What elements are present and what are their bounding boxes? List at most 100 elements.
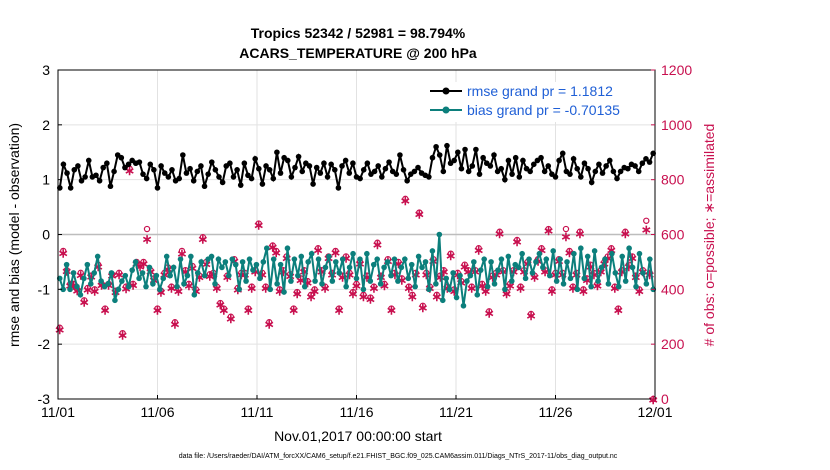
rmse-point	[400, 166, 407, 173]
rmse-point	[603, 163, 609, 169]
obs-possible-point	[80, 297, 88, 304]
obs-assimilated-point: ∗	[267, 240, 278, 255]
rmse-point	[411, 168, 418, 175]
bias-point	[446, 286, 453, 293]
rmse-point	[342, 157, 349, 164]
bias-point	[450, 270, 456, 276]
bias-point	[533, 259, 539, 265]
bias-point	[274, 281, 280, 287]
bias-point	[460, 302, 467, 309]
rmse-point	[321, 160, 327, 167]
x-tick-label: 11/11	[241, 404, 274, 420]
obs-possible-point	[311, 286, 318, 293]
bias-point	[81, 275, 87, 282]
rmse-point	[71, 166, 78, 173]
obs-assimilated-point: ∗	[585, 259, 596, 274]
rmse-point	[585, 165, 591, 172]
obs-assimilated-point: ∗	[606, 242, 617, 257]
obs-assimilated-point: ∗	[302, 275, 313, 290]
bias-point	[119, 278, 125, 284]
x-tick-label: 11/01	[41, 404, 75, 420]
obs-possible-point	[245, 305, 252, 312]
bias-point	[540, 264, 546, 271]
y-left-tick-label: -1	[38, 281, 51, 297]
bias-point	[122, 272, 129, 279]
obs-assimilated-point: ∗	[540, 264, 551, 279]
legend-bias-label: bias grand pr = -0.70135	[467, 102, 620, 118]
y-right-tick-label: 1000	[661, 117, 692, 133]
obs-assimilated-point: ∗	[316, 264, 327, 279]
obs-assimilated-point: ∗	[295, 272, 306, 287]
obs-possible-point	[636, 286, 643, 293]
obs-possible-point	[84, 284, 91, 292]
bias-point	[484, 283, 491, 290]
obs-assimilated-point: ∗	[630, 270, 641, 285]
bias-point	[63, 261, 70, 268]
bias-point	[267, 286, 274, 293]
obs-assimilated-point: ∗	[592, 278, 603, 293]
bias-point	[426, 286, 432, 293]
obs-assimilated-point: ∗	[215, 297, 226, 312]
obs-possible-point	[307, 291, 315, 299]
bias-point	[612, 270, 619, 276]
obs-assimilated-point: ∗	[365, 292, 376, 307]
obs-assimilated-point: ∗	[407, 289, 418, 304]
bias-point	[229, 256, 236, 262]
obs-possible-point	[562, 225, 570, 233]
obs-possible-point	[56, 324, 63, 331]
y-left-axis-label: rmse and bias (model - observation)	[6, 123, 22, 347]
bias-point	[529, 270, 536, 276]
rmse-point	[140, 171, 146, 177]
rmse-point	[487, 163, 494, 169]
bias-point	[457, 272, 463, 279]
rmse-point	[241, 160, 248, 167]
rmse-point	[306, 163, 313, 169]
obs-possible-point	[349, 288, 357, 296]
rmse-point	[599, 170, 606, 176]
rmse-point	[581, 160, 588, 167]
y-right-axis-label: # of obs: o=possible; ∗=assimilated	[701, 124, 717, 347]
obs-possible-point	[140, 258, 147, 266]
bias-point	[87, 281, 94, 287]
obs-assimilated-point: ∗	[194, 270, 205, 285]
rmse-point	[277, 170, 284, 176]
bias-point	[498, 256, 505, 262]
bias-point	[346, 264, 353, 271]
bias-point	[143, 283, 149, 290]
obs-possible-point	[206, 271, 214, 278]
bias-point	[515, 264, 522, 271]
obs-possible-point	[388, 305, 395, 312]
rmse-point	[451, 157, 457, 164]
obs-possible-point	[461, 261, 468, 268]
legend-rmse-marker	[442, 87, 450, 95]
rmse-point	[429, 154, 436, 161]
bias-point	[429, 248, 436, 254]
rmse-point	[527, 168, 533, 175]
rmse-point	[473, 146, 479, 153]
bias-point	[115, 286, 122, 293]
rmse-point	[635, 168, 642, 175]
obs-assimilated-point: ∗	[620, 226, 631, 241]
bias-point	[353, 275, 360, 282]
obs-possible-point	[475, 245, 482, 252]
x-tick-label: 11/06	[141, 404, 175, 420]
bias-point	[250, 267, 256, 273]
y-right-tick-label: 600	[661, 227, 685, 243]
legend-rmse-label: rmse grand pr = 1.1812	[467, 83, 613, 99]
bias-point	[408, 261, 415, 268]
bias-point	[257, 275, 263, 282]
rmse-point	[64, 170, 70, 176]
rmse-point	[125, 161, 132, 168]
bias-point	[243, 278, 249, 284]
obs-possible-point	[119, 330, 126, 337]
obs-assimilated-point: ∗	[299, 264, 310, 279]
obs-assimilated-point: ∗	[578, 283, 589, 298]
rmse-point	[436, 152, 443, 158]
rmse-point	[165, 174, 172, 180]
rmse-point	[82, 174, 88, 180]
bias-point	[219, 264, 225, 271]
obs-possible-point	[566, 247, 573, 255]
bias-point	[91, 270, 98, 276]
rmse-point	[234, 166, 240, 173]
bias-point	[477, 267, 484, 273]
